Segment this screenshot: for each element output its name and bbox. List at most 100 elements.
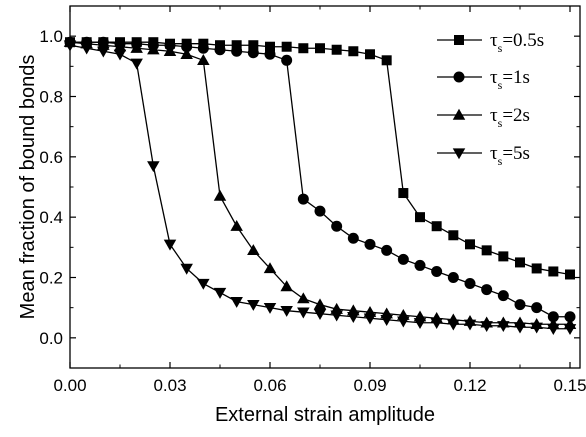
data-point [147,43,160,55]
y-axis-title: Mean fraction of bound bonds [17,55,39,320]
data-point [531,302,543,314]
data-point [113,49,127,61]
legend-marker [453,71,465,83]
data-point [397,316,410,328]
data-point [280,305,293,317]
data-point [498,251,509,262]
legend-label: τs=1s [490,67,530,92]
legend-symbol: τ [490,143,498,164]
data-point [163,45,177,56]
legend-entry: τs=2s [437,105,530,130]
data-point [181,41,193,53]
legend-label: τs=0.5s [490,30,544,55]
data-point [298,43,309,54]
x-tick-label: 0.00 [53,376,86,395]
data-point [431,221,442,232]
data-point [297,292,310,304]
data-point [381,244,393,256]
data-point [330,310,343,322]
data-point [213,287,227,299]
legend-label: τs=2s [490,105,530,130]
legend-entry: τs=1s [437,67,530,92]
data-point [480,321,493,333]
data-point [281,41,292,52]
y-tick-label: 0.2 [39,269,63,288]
data-point [130,41,143,53]
data-point [130,58,143,70]
y-tick-label: 0.0 [39,329,63,348]
data-point [263,262,277,274]
x-tick-label: 0.06 [253,376,286,395]
data-point [448,230,459,241]
ticks-layer: 0.00 0.03 0.06 0.09 0.12 0.15 0.0 0.2 0.4 0.6 0.8 1… [39,5,586,395]
data-point [247,47,259,59]
series-layer [63,35,577,336]
data-point [365,49,375,60]
data-point [348,46,359,57]
data-point [180,48,193,59]
legend-subscript: s [498,41,503,55]
data-point [313,298,327,310]
x-tick-label: 0.09 [353,376,386,395]
x-tick-label: 0.12 [453,376,486,395]
data-point [481,284,493,296]
data-point [497,321,510,333]
data-point [197,278,210,290]
data-point [230,219,243,231]
legend-subscript: s [498,116,503,130]
data-point [80,43,93,55]
data-point [430,318,443,329]
data-point [398,188,409,199]
y-tick-label: 1.0 [39,27,63,46]
data-point [263,302,277,314]
data-point [431,265,443,277]
data-point [514,299,526,311]
data-point [347,312,360,323]
data-point [414,259,426,271]
data-point [230,296,243,308]
data-point [265,41,275,52]
data-point [531,263,542,274]
legend-subscript: s [498,154,503,168]
data-point [397,253,409,265]
data-point [547,324,560,336]
data-point [547,311,559,323]
data-point [548,266,559,277]
legend-symbol: τ [490,67,498,88]
data-point [247,244,260,256]
data-point [347,232,359,244]
data-point [264,48,276,60]
data-point [113,40,127,52]
data-point [297,193,309,205]
legend-value: =1s [502,67,530,88]
legend-symbol: τ [490,30,498,51]
x-axis-title: External strain amplitude [215,404,435,426]
legend-value: =5s [502,143,530,164]
data-point [214,44,226,56]
data-point [280,280,293,292]
data-point [247,299,260,311]
legend-symbol: τ [490,105,498,126]
y-tick-label: 0.4 [39,208,63,227]
data-point [163,239,177,251]
x-tick-label: 0.03 [153,376,186,395]
legend-subscript: s [498,78,503,92]
data-point [530,322,543,334]
y-tick-label: 0.6 [39,148,63,167]
data-point [497,290,509,302]
data-point [413,318,427,329]
data-point [63,40,77,52]
data-point [331,44,342,55]
data-point [314,205,326,217]
data-point [313,309,327,320]
data-point [281,54,293,66]
data-point [381,55,392,66]
data-point [465,239,475,250]
legend-value: =2s [502,105,530,126]
legend-entry: τs=5s [437,143,530,168]
data-point [565,269,575,280]
legend-value: =0.5s [502,30,544,51]
